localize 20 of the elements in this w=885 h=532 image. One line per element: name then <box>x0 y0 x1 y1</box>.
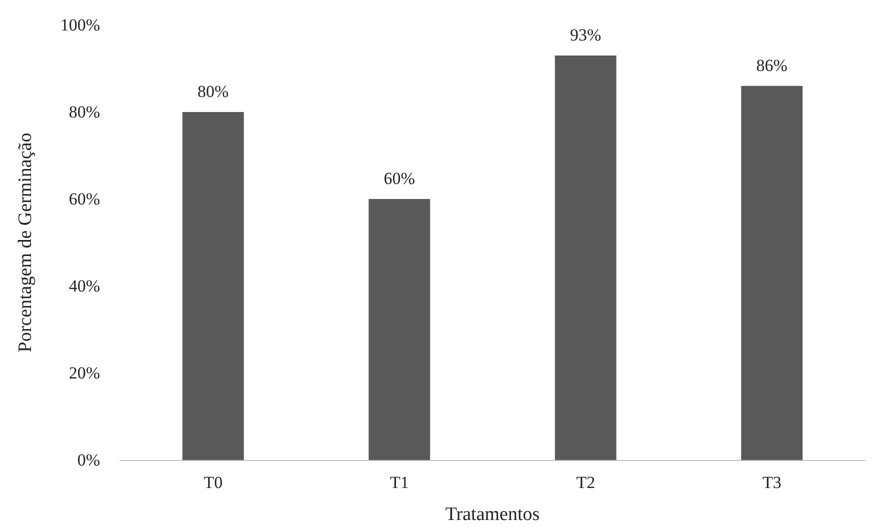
y-tick-label: 80% <box>68 102 100 122</box>
data-label: 80% <box>198 82 229 101</box>
data-label: 60% <box>384 169 415 188</box>
y-tick-label: 60% <box>68 190 100 208</box>
bar <box>554 55 616 460</box>
bar <box>741 86 803 460</box>
y-tick-label: 100% <box>60 16 100 34</box>
bar <box>368 199 430 460</box>
x-tick-label: T0 <box>204 473 223 492</box>
y-tick-label: 20% <box>68 364 100 382</box>
bar <box>182 112 244 460</box>
y-tick-label: 0% <box>77 450 100 470</box>
x-tick-label: T1 <box>390 473 409 492</box>
data-label: 86% <box>756 56 788 75</box>
x-tick-label: T2 <box>576 473 596 492</box>
x-tick-label: T3 <box>762 473 782 492</box>
y-tick-label: 40% <box>68 276 100 296</box>
x-axis-title: Tratamentos <box>445 504 540 525</box>
y-axis-title: Porcentagem de Germinação <box>15 132 36 352</box>
data-label: 93% <box>570 25 602 44</box>
